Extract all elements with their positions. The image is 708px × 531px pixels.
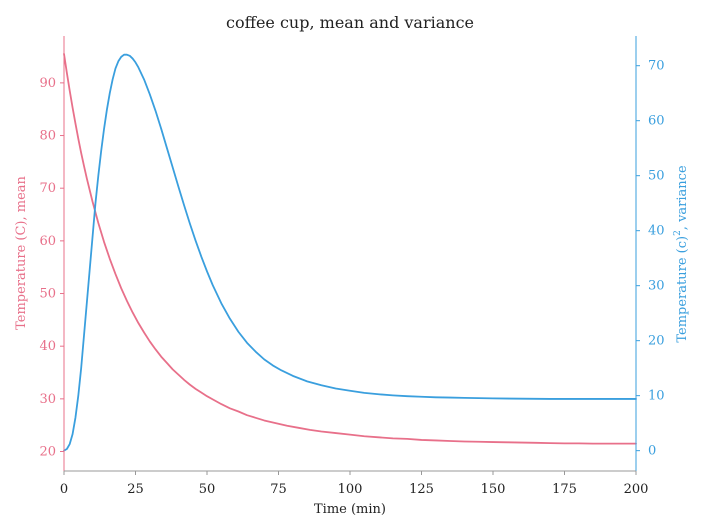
x-tick-label: 75	[270, 482, 287, 497]
y-axis-right-label-main: Temperature (c)	[675, 236, 690, 343]
y-right-tick-label: 20	[648, 334, 665, 349]
x-axis-label: Time (min)	[314, 502, 386, 517]
x-tick-label: 25	[127, 482, 144, 497]
y-left-tick-label: 60	[39, 234, 56, 249]
y-right-tick-label: 30	[648, 279, 665, 294]
bottom-axis-ticks: 0 25 50 75 100 125 150 175 200	[60, 471, 649, 497]
x-tick-label: 200	[624, 482, 649, 497]
y-right-tick-label: 50	[648, 169, 665, 184]
y-right-tick-label: 60	[648, 114, 665, 129]
right-axis-ticks: 0 10 20 30 40 50 60 70	[636, 59, 665, 459]
y-left-tick-label: 80	[39, 129, 56, 144]
y-right-tick-label: 70	[648, 59, 665, 74]
x-tick-label: 50	[199, 482, 216, 497]
y-left-tick-label: 30	[39, 392, 56, 407]
y-right-tick-label: 0	[648, 444, 656, 459]
x-tick-label: 125	[409, 482, 434, 497]
y-right-tick-label: 10	[648, 389, 665, 404]
x-tick-label: 100	[338, 482, 363, 497]
variance-series-line	[63, 53, 637, 452]
y-left-tick-label: 90	[39, 76, 56, 91]
chart-title: coffee cup, mean and variance	[226, 13, 474, 32]
y-left-tick-label: 20	[39, 445, 56, 460]
left-axis-ticks: 20 30 40 50 60 70 80 90	[39, 76, 64, 460]
y-axis-right-label-sup: 2	[673, 230, 683, 236]
y-axis-right-label: Temperature (c)2, variance	[673, 165, 690, 343]
plot-area	[63, 53, 637, 452]
y-left-tick-label: 70	[39, 181, 56, 196]
x-tick-label: 150	[481, 482, 506, 497]
y-axis-left-label: Temperature (C), mean	[14, 175, 29, 329]
y-left-tick-label: 50	[39, 287, 56, 302]
y-right-tick-label: 40	[648, 224, 665, 239]
y-axis-right-label-suffix: , variance	[675, 165, 690, 230]
mean-series-line	[63, 53, 637, 445]
x-tick-label: 0	[60, 482, 68, 497]
y-left-tick-label: 40	[39, 339, 56, 354]
x-tick-label: 175	[552, 482, 577, 497]
